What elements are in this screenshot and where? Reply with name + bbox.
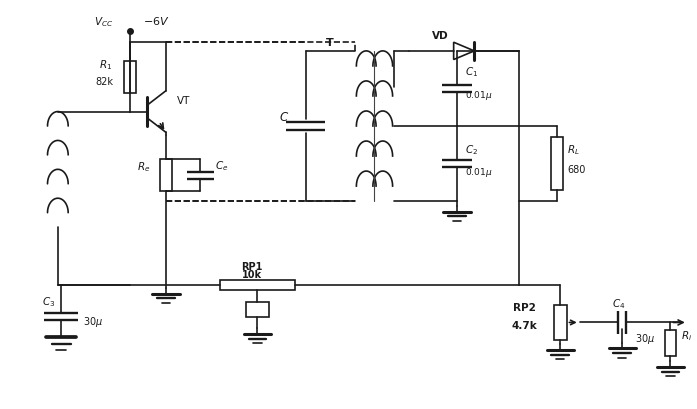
Text: $C$: $C$: [279, 111, 289, 124]
Text: 10k: 10k: [242, 270, 262, 280]
Text: $R_L$: $R_L$: [567, 143, 580, 156]
Bar: [160, 160, 171, 192]
Bar: [220, 280, 296, 290]
Text: 4.7k: 4.7k: [512, 320, 537, 330]
Text: RP1: RP1: [241, 261, 263, 271]
Text: $V_{CC}$: $V_{CC}$: [94, 15, 114, 29]
Text: $R_i$: $R_i$: [681, 328, 692, 342]
Text: $R_e$: $R_e$: [137, 160, 150, 174]
Text: 680: 680: [567, 165, 585, 175]
Text: T: T: [326, 38, 334, 48]
Text: $-6V$: $-6V$: [143, 15, 169, 27]
Text: $C_1$: $C_1$: [466, 65, 479, 79]
Text: $30\mu$: $30\mu$: [635, 331, 655, 345]
Text: $C_e$: $C_e$: [215, 159, 229, 173]
Text: $C_2$: $C_2$: [466, 143, 478, 156]
Text: RP2: RP2: [513, 302, 536, 312]
Text: VT: VT: [177, 96, 191, 106]
Text: $30\mu$: $30\mu$: [84, 314, 103, 328]
Text: $C_4$: $C_4$: [612, 297, 626, 310]
Bar: [554, 306, 567, 340]
Bar: [246, 303, 269, 317]
Text: $0.01\mu$: $0.01\mu$: [466, 166, 493, 178]
Text: $R_1$: $R_1$: [100, 58, 113, 72]
Text: VD: VD: [431, 31, 448, 41]
Text: $C_3$: $C_3$: [43, 294, 56, 308]
Bar: [551, 138, 563, 190]
Bar: [124, 62, 136, 94]
Text: 82k: 82k: [95, 76, 113, 87]
Bar: [666, 330, 675, 356]
Text: $0.01\mu$: $0.01\mu$: [466, 89, 493, 102]
